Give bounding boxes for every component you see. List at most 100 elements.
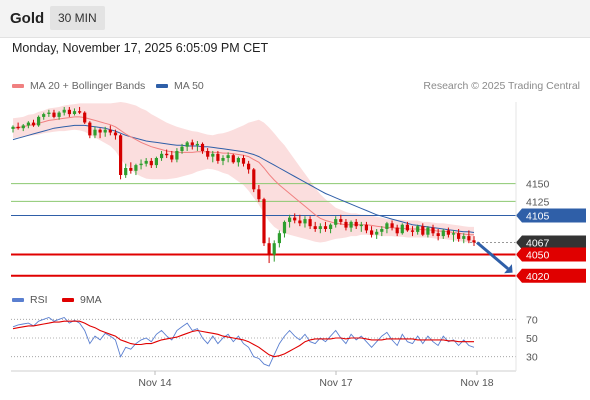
candles <box>11 106 476 264</box>
ma9-label: 9MA <box>80 294 102 306</box>
candle <box>170 150 174 163</box>
candle-body <box>195 143 199 146</box>
candle-body <box>231 155 235 163</box>
legend-ma50: MA 50 <box>156 80 204 92</box>
candle-body <box>26 122 30 126</box>
candle-body <box>431 227 435 234</box>
candle-body <box>436 233 440 236</box>
candle <box>293 213 297 224</box>
research-credit: Research © 2025 Trading Central <box>423 80 580 92</box>
ma20-label: MA 20 + Bollinger Bands <box>30 80 146 92</box>
candle-body <box>11 126 15 129</box>
rsi-ma9-line <box>12 320 474 358</box>
candle <box>318 223 322 234</box>
candle-body <box>88 122 92 136</box>
rsi-tick-50: 50 <box>526 333 538 345</box>
candle <box>252 167 256 193</box>
candle-body <box>472 240 476 243</box>
candle <box>441 228 445 239</box>
level-tag-text: 4105 <box>526 211 550 223</box>
candle <box>37 115 41 127</box>
rsi-line <box>12 316 475 367</box>
ma9-swatch <box>62 298 74 302</box>
candle-body <box>457 233 461 239</box>
candle-body <box>318 226 322 229</box>
candle-body <box>139 163 143 166</box>
candle-body <box>421 226 425 235</box>
level-tag-box <box>516 208 586 223</box>
forecast-arrow <box>476 241 513 274</box>
level-tag-4105: 4105 <box>516 208 586 223</box>
candle-body <box>288 217 292 222</box>
candle <box>200 142 205 154</box>
candle-body <box>62 109 66 113</box>
candle-body <box>395 227 399 234</box>
candle <box>247 160 251 174</box>
candle <box>57 111 61 120</box>
x-axis: Nov 14 Nov 17 Nov 18 <box>11 102 517 389</box>
candle <box>83 111 87 124</box>
candle-body <box>226 155 230 158</box>
candle-body <box>272 243 276 255</box>
candle <box>236 156 240 167</box>
candle-body <box>175 151 179 160</box>
candle <box>390 220 394 231</box>
candle <box>277 230 281 248</box>
candle <box>139 159 143 170</box>
candle <box>241 155 246 167</box>
candle-body <box>262 199 266 244</box>
candle-body <box>31 122 36 126</box>
candle-body <box>405 224 409 231</box>
legend-9ma: 9MA <box>62 294 102 306</box>
candle-body <box>200 143 205 151</box>
candle-body <box>364 224 368 231</box>
candle <box>180 143 184 154</box>
candle-body <box>293 217 297 221</box>
candle-body <box>267 243 271 255</box>
candle-body <box>308 219 312 227</box>
x-tick-label: Nov 18 <box>460 377 493 389</box>
candle <box>190 139 194 150</box>
candle-body <box>154 158 158 166</box>
candle-body <box>446 230 450 235</box>
candle-body <box>93 129 97 136</box>
candle <box>124 163 128 178</box>
candle <box>380 226 384 237</box>
candle-body <box>385 223 389 229</box>
level-tag-text: 4050 <box>526 250 550 262</box>
candle-body <box>67 109 71 115</box>
candle-body <box>339 219 343 222</box>
candle-body <box>180 146 184 151</box>
rsi-tick-70: 70 <box>526 314 538 326</box>
candle <box>31 119 36 127</box>
candle-body <box>370 230 374 235</box>
forecast-arrow-head <box>504 264 513 274</box>
candle <box>421 223 425 237</box>
x-tick-label: Nov 17 <box>319 377 352 389</box>
candle-body <box>282 221 287 234</box>
candle <box>88 121 92 139</box>
candle-body <box>37 116 41 126</box>
candle-body <box>170 155 174 160</box>
candle <box>288 214 292 228</box>
bollinger-band <box>13 102 474 243</box>
rsi-label: RSI <box>30 294 48 306</box>
candle-body <box>211 153 215 157</box>
candle-body <box>400 224 404 234</box>
candle <box>103 126 107 137</box>
candle-body <box>78 111 82 113</box>
rsi-swatch <box>12 298 24 302</box>
candle <box>206 148 210 160</box>
candle <box>364 221 368 234</box>
candle-body <box>108 129 112 133</box>
candle-body <box>144 160 148 164</box>
candle <box>349 220 353 232</box>
candle-body <box>354 221 358 227</box>
candle <box>431 224 435 237</box>
timeframe-button[interactable]: 30 MIN <box>50 6 105 30</box>
candle <box>262 197 266 247</box>
candle <box>108 125 112 136</box>
candle-body <box>467 236 471 241</box>
